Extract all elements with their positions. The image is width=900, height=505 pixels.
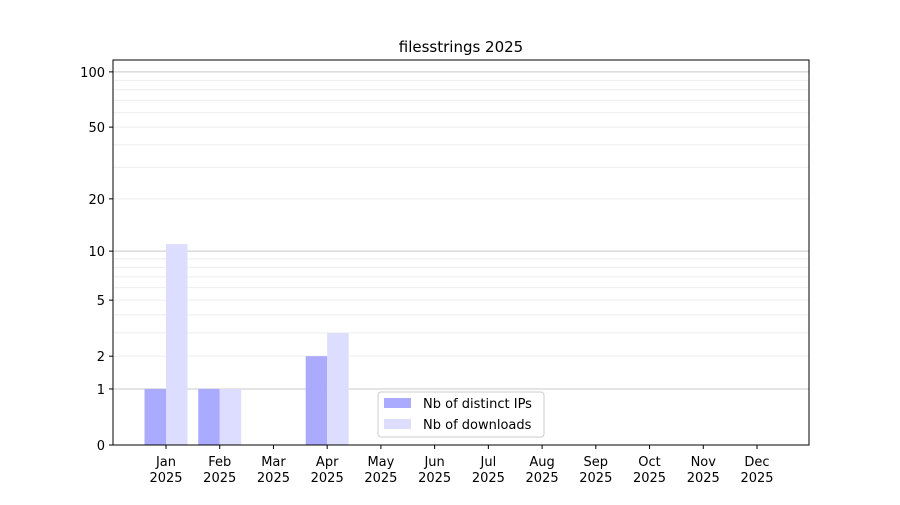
bar-distinct-ips <box>144 388 166 445</box>
y-tick-label: 100 <box>80 66 105 81</box>
x-tick-label: 2025 <box>740 471 773 486</box>
x-tick-label: Aug <box>529 455 554 470</box>
bar-distinct-ips <box>305 356 328 445</box>
x-tick-label: Jun <box>423 455 444 470</box>
x-tick-label: Dec <box>744 455 769 470</box>
x-tick-label: Sep <box>584 455 609 470</box>
y-tick-label: 50 <box>88 121 105 136</box>
y-tick-label: 1 <box>97 383 105 398</box>
x-tick-label: 2025 <box>472 471 505 486</box>
x-tick-label: Feb <box>208 455 231 470</box>
x-tick-label: Jan <box>155 455 176 470</box>
bar-distinct-ips <box>198 388 220 445</box>
legend-swatch <box>384 419 411 429</box>
x-tick-label: 2025 <box>149 471 182 486</box>
x-tick-label: 2025 <box>687 471 720 486</box>
bar-downloads <box>327 332 349 445</box>
x-tick-label: Jul <box>480 455 497 470</box>
x-tick-label: May <box>367 455 394 470</box>
y-tick-label: 0 <box>97 439 105 454</box>
x-tick-label: 2025 <box>203 471 236 486</box>
y-tick-label: 2 <box>97 350 105 365</box>
legend-swatch <box>384 398 411 408</box>
x-tick-label: Mar <box>261 455 286 470</box>
bar-downloads <box>219 388 242 445</box>
x-tick-label: 2025 <box>311 471 344 486</box>
x-tick-label: 2025 <box>418 471 451 486</box>
plot-frame <box>112 59 810 446</box>
legend-box <box>377 391 545 438</box>
legend: Nb of distinct IPs Nb of downloads <box>377 391 545 438</box>
x-tick-label: Oct <box>638 455 660 470</box>
x-tick-label: Apr <box>316 455 339 470</box>
y-tick-label: 10 <box>88 245 105 260</box>
legend-label: Nb of downloads <box>423 418 532 433</box>
x-tick-label: 2025 <box>526 471 559 486</box>
chart-title: filesstrings 2025 <box>399 38 523 56</box>
x-tick-label: 2025 <box>257 471 290 486</box>
x-tick-label: Nov <box>691 455 717 470</box>
legend-label: Nb of distinct IPs <box>423 397 532 412</box>
bar-downloads <box>166 244 188 445</box>
x-tick-label: 2025 <box>579 471 612 486</box>
y-tick-label: 20 <box>88 193 105 208</box>
y-tick-label: 5 <box>97 294 105 309</box>
x-tick-label: 2025 <box>633 471 666 486</box>
x-tick-label: 2025 <box>364 471 397 486</box>
